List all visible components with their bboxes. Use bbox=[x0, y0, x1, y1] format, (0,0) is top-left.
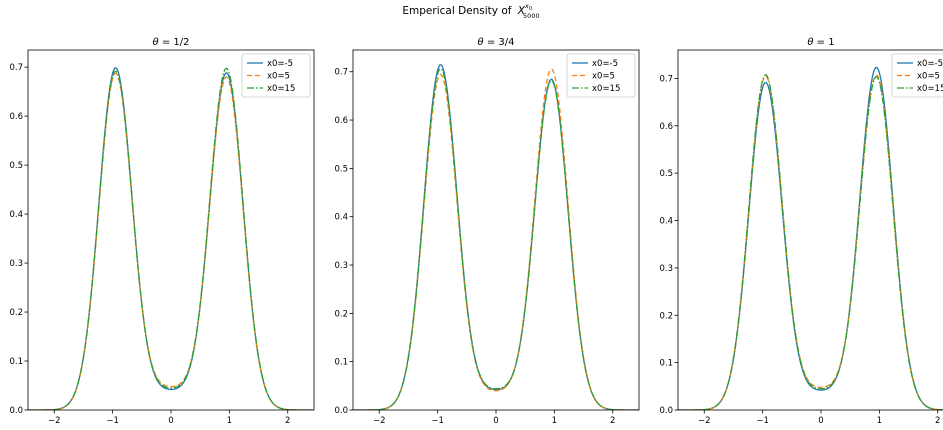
chart-panel-3: −2 −1 0 1 2 0.0 0.1 0.2 0.3 0.4 0.5 0.6 0.7 θ = 1 x0=-… bbox=[659, 37, 943, 426]
x-tick-label: 0 bbox=[818, 416, 823, 426]
panel-title: θ = 3/4 bbox=[478, 37, 515, 48]
y-tick-label: 0.0 bbox=[334, 406, 348, 416]
x-tick-label: 0 bbox=[493, 416, 498, 426]
series-line-x0=15 bbox=[28, 67, 314, 410]
x-tick-label: 2 bbox=[610, 416, 615, 426]
legend-box bbox=[891, 53, 943, 98]
y-tick-label: 0.1 bbox=[334, 358, 348, 368]
y-tick-label: 0.7 bbox=[9, 63, 23, 73]
legend-box bbox=[566, 53, 636, 98]
legend-label: x0=-5 bbox=[267, 59, 293, 69]
x-tick-label: 1 bbox=[877, 416, 882, 426]
x-tick-label: 1 bbox=[227, 416, 232, 426]
x-tick-label: −1 bbox=[431, 416, 444, 426]
x-tick-label: −2 bbox=[373, 416, 386, 426]
x-tick-label: −2 bbox=[48, 416, 61, 426]
x-tick-label: 2 bbox=[285, 416, 290, 426]
y-tick-label: 0.5 bbox=[9, 161, 23, 171]
plot-area bbox=[678, 50, 943, 410]
series-line-x0=15 bbox=[678, 74, 943, 410]
suptitle-subscript: 5000 bbox=[523, 12, 540, 20]
y-tick-label: 0.3 bbox=[9, 259, 23, 269]
series-line-x0=15 bbox=[353, 68, 639, 410]
y-tick-label: 0.4 bbox=[334, 213, 348, 223]
plot-area bbox=[353, 50, 639, 410]
legend-label: x0=15 bbox=[267, 84, 295, 94]
panel-title-prefix: θ = bbox=[478, 37, 499, 48]
suptitle-prefix: Emperical Density of bbox=[402, 5, 511, 17]
legend-label: x0=5 bbox=[917, 72, 940, 82]
legend-label: x0=5 bbox=[267, 72, 290, 82]
legend-label: x0=15 bbox=[917, 84, 943, 94]
suptitle-superscript-sub: 0 bbox=[529, 6, 532, 12]
x-tick-label: 0 bbox=[168, 416, 173, 426]
panel-title-value: 1/2 bbox=[173, 37, 189, 48]
y-tick-label: 0.4 bbox=[659, 217, 673, 227]
plot-area bbox=[28, 50, 314, 410]
y-tick-label: 0.2 bbox=[659, 311, 673, 321]
y-tick-label: 0.3 bbox=[659, 264, 673, 274]
y-tick-label: 0.2 bbox=[9, 308, 23, 318]
y-tick-label: 0.5 bbox=[334, 164, 348, 174]
figure-suptitle: Emperical Density of Xx0 5000 bbox=[402, 2, 539, 20]
legend-label: x0=-5 bbox=[592, 59, 618, 69]
y-tick-label: 0.0 bbox=[9, 406, 23, 416]
y-tick-label: 0.3 bbox=[334, 261, 348, 271]
x-tick-label: −1 bbox=[756, 416, 769, 426]
y-tick-label: 0.2 bbox=[334, 309, 348, 319]
legend-label: x0=15 bbox=[592, 84, 620, 94]
y-tick-label: 0.1 bbox=[9, 357, 23, 367]
x-tick-label: −2 bbox=[698, 416, 711, 426]
y-tick-label: 0.0 bbox=[659, 406, 673, 416]
y-tick-label: 0.7 bbox=[659, 74, 673, 84]
x-tick-label: 2 bbox=[935, 416, 940, 426]
y-tick-label: 0.6 bbox=[334, 116, 348, 126]
y-tick-label: 0.7 bbox=[334, 68, 348, 78]
suptitle-variable: X bbox=[517, 5, 526, 17]
x-tick-label: 1 bbox=[552, 416, 557, 426]
y-tick-label: 0.1 bbox=[659, 359, 673, 369]
legend-box bbox=[241, 53, 311, 98]
y-tick-label: 0.5 bbox=[659, 169, 673, 179]
panel-title: θ = 1/2 bbox=[153, 37, 190, 48]
y-tick-label: 0.6 bbox=[659, 122, 673, 132]
suptitle-superscript: x bbox=[524, 2, 529, 10]
panel-title-prefix: θ = bbox=[807, 37, 828, 48]
x-tick-label: −1 bbox=[106, 416, 119, 426]
y-tick-label: 0.6 bbox=[9, 112, 23, 122]
panel-title-value: 1 bbox=[828, 37, 834, 48]
chart-panel-2: −2 −1 0 1 2 0.0 0.1 0.2 0.3 0.4 0.5 0.6 0.7 θ = 3/4 x0… bbox=[334, 37, 640, 426]
panel-title-prefix: θ = bbox=[153, 37, 174, 48]
panel-title: θ = 1 bbox=[807, 37, 834, 48]
y-tick-label: 0.4 bbox=[9, 210, 23, 220]
chart-panel-1: −2 −1 0 1 2 0.0 0.1 0.2 0.3 0.4 0.5 0.6 0.7 θ = 1/2 x0… bbox=[9, 37, 315, 426]
legend-label: x0=5 bbox=[592, 72, 615, 82]
legend-label: x0=-5 bbox=[917, 59, 943, 69]
panel-title-value: 3/4 bbox=[498, 37, 514, 48]
